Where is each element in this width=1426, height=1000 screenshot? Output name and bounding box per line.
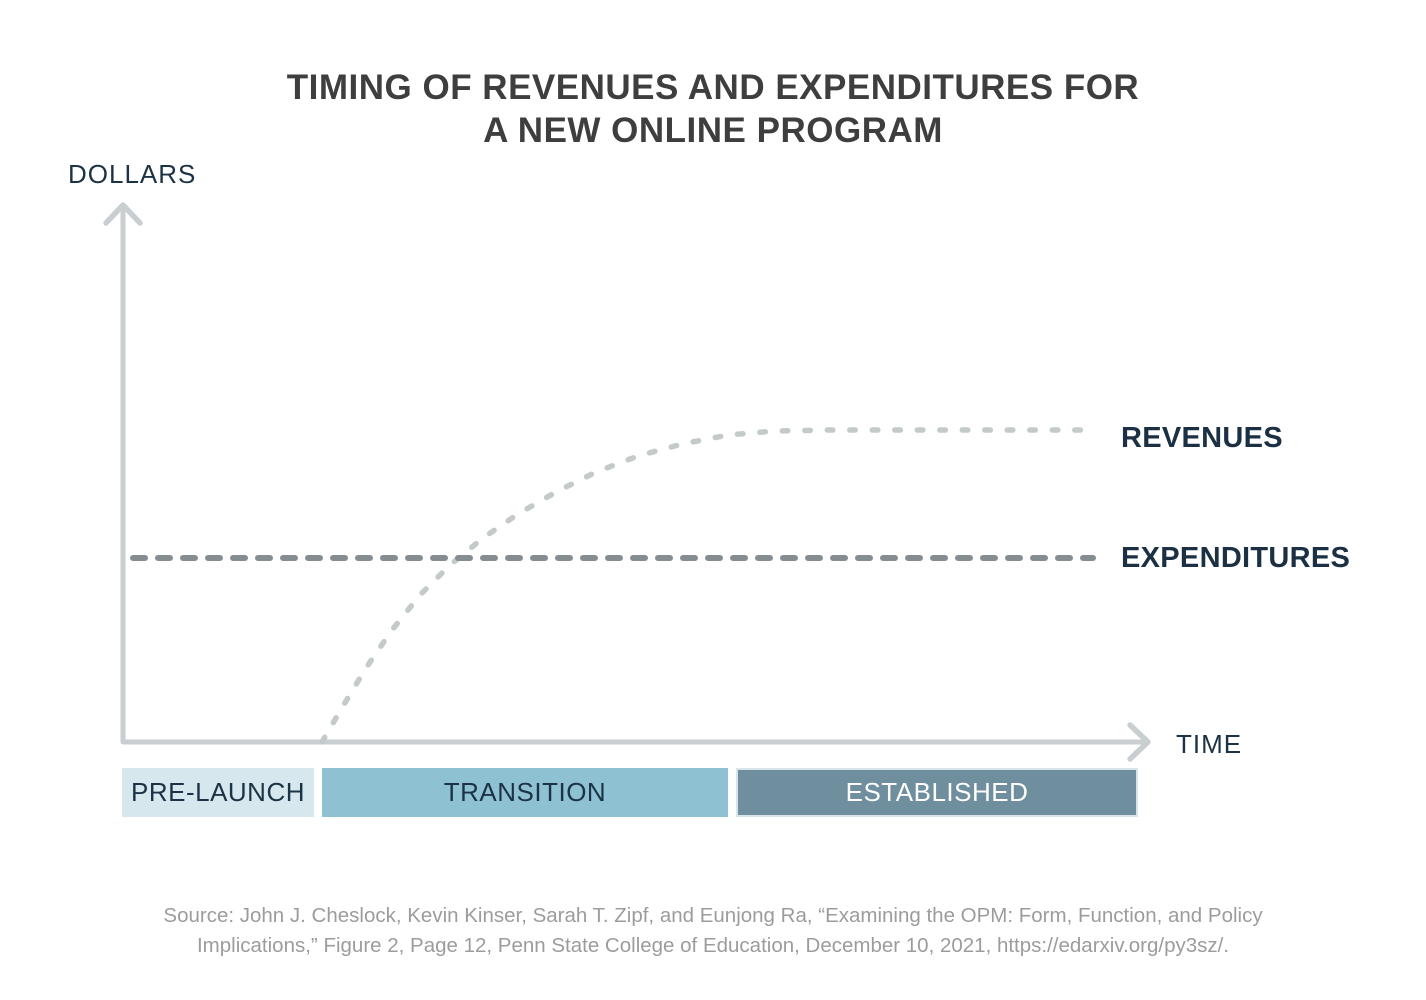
y-axis-arrowhead-icon bbox=[103, 202, 143, 226]
y-axis-label: DOLLARS bbox=[68, 159, 197, 189]
phase-band-pre-launch: PRE-LAUNCH bbox=[122, 768, 314, 817]
chart-title: TIMING OF REVENUES AND EXPENDITURES FOR … bbox=[0, 66, 1426, 152]
x-axis-label: TIME bbox=[1176, 729, 1243, 759]
phase-label-pre-launch: PRE-LAUNCH bbox=[130, 777, 306, 807]
chart-title-line-1: TIMING OF REVENUES AND EXPENDITURES FOR bbox=[286, 68, 1140, 107]
axis-lines bbox=[120, 206, 1149, 745]
source-citation: Source: John J. Cheslock, Kevin Kinser, … bbox=[0, 901, 1426, 961]
source-citation-line-1: Source: John J. Cheslock, Kevin Kinser, … bbox=[163, 904, 1263, 927]
source-citation-line-2: Implications,” Figure 2, Page 12, Penn S… bbox=[196, 934, 1230, 957]
x-axis-arrowhead-icon bbox=[1127, 722, 1151, 762]
phase-label-established: ESTABLISHED bbox=[845, 777, 1029, 807]
chart-title-line-2: A NEW ONLINE PROGRAM bbox=[483, 111, 943, 150]
revenues-curve bbox=[319, 427, 1098, 745]
phase-label-transition: TRANSITION bbox=[443, 777, 607, 807]
expenditures-series-label: EXPENDITURES bbox=[1121, 542, 1351, 574]
revenues-series-label: REVENUES bbox=[1121, 422, 1283, 454]
phase-band-established: ESTABLISHED bbox=[736, 768, 1138, 817]
phase-band-transition: TRANSITION bbox=[322, 768, 728, 817]
